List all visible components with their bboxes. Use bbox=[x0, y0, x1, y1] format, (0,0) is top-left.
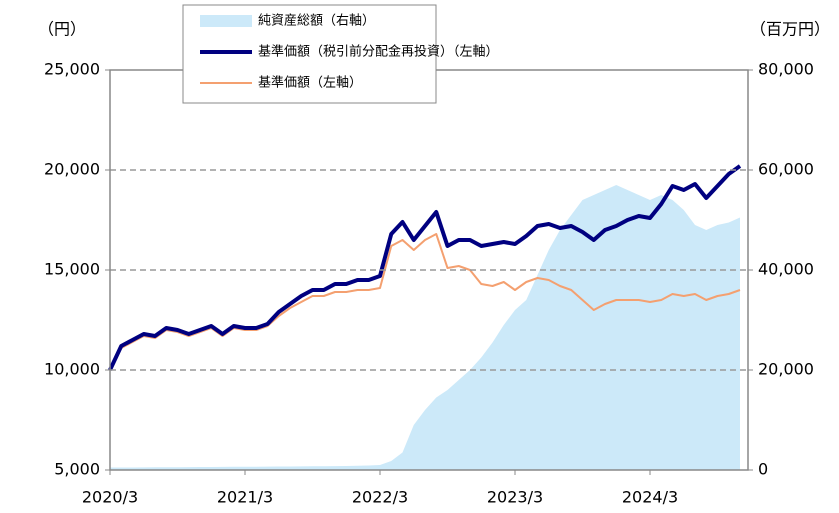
y2-tick-label: 0 bbox=[758, 460, 768, 479]
line bbox=[108, 164, 742, 371]
legend-swatch bbox=[200, 15, 252, 27]
y-axis-label: （円） bbox=[38, 20, 86, 39]
x-tick-label: 2022/3 bbox=[352, 488, 408, 507]
legend: 純資産総額（右軸） 基準価額（税引前分配金再投資）（左軸） 基準価額（左軸） bbox=[182, 4, 499, 104]
y-tick-label: 25,000 bbox=[44, 60, 100, 79]
y2-axis-label: （百万円） bbox=[750, 20, 830, 39]
y2-tick-label: 20,000 bbox=[758, 360, 814, 379]
area bbox=[110, 185, 740, 470]
legend-label: 基準価額（左軸） bbox=[258, 75, 362, 91]
y2-tick-label: 40,000 bbox=[758, 260, 814, 279]
x-tick-label: 2023/3 bbox=[487, 488, 543, 507]
x-tick-label: 2024/3 bbox=[622, 488, 678, 507]
y-tick-label: 20,000 bbox=[44, 160, 100, 179]
legend-label: 基準価額（税引前分配金再投資）（左軸） bbox=[258, 44, 499, 60]
y-tick-label: 10,000 bbox=[44, 360, 100, 379]
x-tick-label: 2020/3 bbox=[82, 488, 138, 507]
y-tick-label: 5,000 bbox=[54, 460, 100, 479]
y2-tick-label: 60,000 bbox=[758, 160, 814, 179]
y2-tick-label: 80,000 bbox=[758, 60, 814, 79]
x-tick-label: 2021/3 bbox=[217, 488, 273, 507]
y-tick-label: 15,000 bbox=[44, 260, 100, 279]
legend-label: 純資産総額（右軸） bbox=[258, 13, 375, 29]
